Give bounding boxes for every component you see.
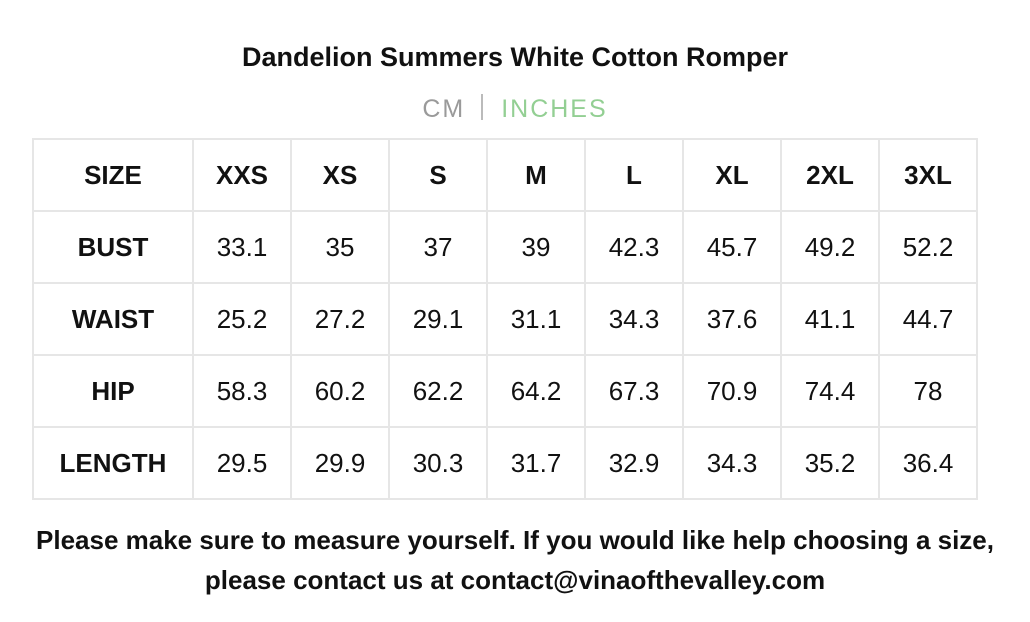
cell: 25.2: [192, 282, 292, 356]
cell: L: [584, 138, 684, 212]
row-label: SIZE: [32, 138, 194, 212]
cell: XXS: [192, 138, 292, 212]
cell: 32.9: [584, 426, 684, 500]
note: Please make sure to measure yourself. If…: [36, 525, 994, 595]
cell: 49.2: [780, 210, 880, 284]
cell: 31.1: [486, 282, 586, 356]
title: Dandelion Summers White Cotton Romper: [241, 42, 789, 72]
cell: 29.1: [388, 282, 488, 356]
cell: 70.9: [682, 354, 782, 428]
cell: 30.3: [388, 426, 488, 500]
cell: 41.1: [780, 282, 880, 356]
row-label: LENGTH: [32, 426, 194, 500]
cell: 60.2: [290, 354, 390, 428]
size-table: SIZE XXS XS S M L XL 2XL 3XL BUST 33.1 35 37 39 42.3 45…: [32, 138, 978, 500]
cell: XS: [290, 138, 390, 212]
cell: 37.6: [682, 282, 782, 356]
cell: 39: [486, 210, 586, 284]
cell: S: [388, 138, 488, 212]
unit-tab[interactable]: INCHES: [501, 95, 608, 123]
cell: 62.2: [388, 354, 488, 428]
cell: XL: [682, 138, 782, 212]
cell: 33.1: [192, 210, 292, 284]
cell: 34.3: [584, 282, 684, 356]
cell: 36.4: [878, 426, 978, 500]
cell: 35.2: [780, 426, 880, 500]
cell: 52.2: [878, 210, 978, 284]
row-label: HIP: [32, 354, 194, 428]
header-row: SIZE XXS XS S M L XL 2XL 3XL: [32, 138, 978, 212]
cell: 34.3: [682, 426, 782, 500]
cell: 67.3: [584, 354, 684, 428]
cell: 29.9: [290, 426, 390, 500]
cell: 42.3: [584, 210, 684, 284]
row-label: WAIST: [32, 282, 194, 356]
cell: 45.7: [682, 210, 782, 284]
unit-tab[interactable]: CM: [422, 95, 466, 123]
cell: 78: [878, 354, 978, 428]
cell: 3XL: [878, 138, 978, 212]
data-row: HIP 58.3 60.2 62.2 64.2 67.3 70.9 74.4 78: [32, 354, 978, 428]
cell: 64.2: [486, 354, 586, 428]
data-row: LENGTH 29.5 29.9 30.3 31.7 32.9 34.3 35.2 36.4: [32, 426, 978, 500]
cell: M: [486, 138, 586, 212]
cell: 44.7: [878, 282, 978, 356]
data-row: BUST 33.1 35 37 39 42.3 45.7 49.2 52.2: [32, 210, 978, 284]
cell: 35: [290, 210, 390, 284]
cell: 37: [388, 210, 488, 284]
cell: 74.4: [780, 354, 880, 428]
cell: 58.3: [192, 354, 292, 428]
cell: 29.5: [192, 426, 292, 500]
cell: 31.7: [486, 426, 586, 500]
data-row: WAIST 25.2 27.2 29.1 31.1 34.3 37.6 41.1 44.7: [32, 282, 978, 356]
row-label: BUST: [32, 210, 194, 284]
unit-switch: CM INCHES: [0, 94, 1030, 124]
cell: 27.2: [290, 282, 390, 356]
cell: 2XL: [780, 138, 880, 212]
divider: [481, 94, 484, 120]
